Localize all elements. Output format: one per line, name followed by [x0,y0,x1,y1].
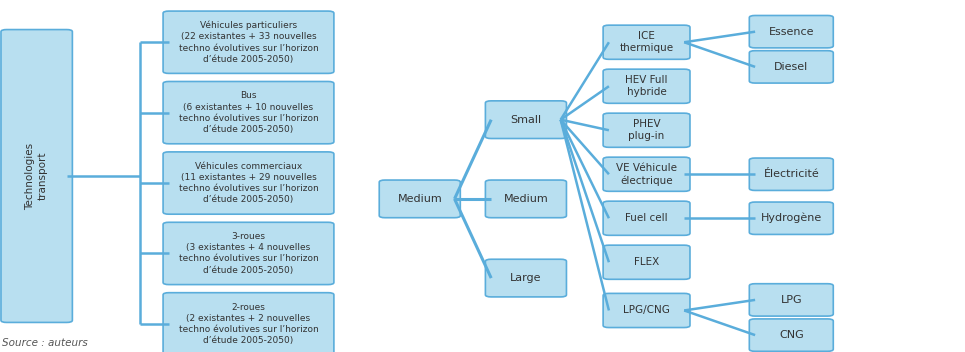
Text: PHEV
plug-in: PHEV plug-in [628,119,665,142]
FancyBboxPatch shape [749,51,833,83]
FancyBboxPatch shape [485,259,566,297]
Text: Bus
(6 existantes + 10 nouvelles
techno évolutives sur l’horizon
d’étude 2005-20: Bus (6 existantes + 10 nouvelles techno … [179,92,318,134]
FancyBboxPatch shape [603,157,690,191]
Text: Technologies
transport: Technologies transport [25,143,48,209]
FancyBboxPatch shape [603,245,690,279]
FancyBboxPatch shape [163,11,334,74]
FancyBboxPatch shape [1,30,72,322]
Text: Medium: Medium [398,194,442,204]
Text: Essence: Essence [768,27,814,37]
Text: ICE
thermique: ICE thermique [620,31,674,54]
Text: CNG: CNG [779,330,804,340]
FancyBboxPatch shape [749,15,833,48]
Text: LPG/CNG: LPG/CNG [623,306,670,315]
FancyBboxPatch shape [163,293,334,352]
Text: Fuel cell: Fuel cell [625,213,668,223]
Text: Hydrogène: Hydrogène [760,213,822,224]
FancyBboxPatch shape [163,81,334,144]
FancyBboxPatch shape [603,113,690,147]
Text: Électricité: Électricité [763,169,819,179]
Text: 3-roues
(3 existantes + 4 nouvelles
techno évolutives sur l’horizon
d’étude 2005: 3-roues (3 existantes + 4 nouvelles tech… [179,232,318,275]
Text: Medium: Medium [504,194,548,204]
Text: HEV Full
hybride: HEV Full hybride [625,75,668,98]
FancyBboxPatch shape [603,25,690,59]
FancyBboxPatch shape [749,284,833,316]
FancyBboxPatch shape [379,180,460,218]
FancyBboxPatch shape [749,158,833,190]
Text: Véhicules commerciaux
(11 existantes + 29 nouvelles
techno évolutives sur l’hori: Véhicules commerciaux (11 existantes + 2… [179,162,318,204]
FancyBboxPatch shape [485,180,566,218]
Text: Small: Small [510,115,541,125]
FancyBboxPatch shape [603,201,690,235]
FancyBboxPatch shape [749,202,833,234]
Text: Véhicules particuliers
(22 existantes + 33 nouvelles
techno évolutives sur l’hor: Véhicules particuliers (22 existantes + … [179,21,318,64]
FancyBboxPatch shape [749,319,833,351]
FancyBboxPatch shape [163,152,334,214]
Text: Large: Large [510,273,541,283]
Text: FLEX: FLEX [634,257,659,267]
Text: 2-roues
(2 existantes + 2 nouvelles
techno évolutives sur l’horizon
d’étude 2005: 2-roues (2 existantes + 2 nouvelles tech… [179,303,318,345]
Text: VE Véhicule
électrique: VE Véhicule électrique [616,163,677,186]
Text: Source : auteurs: Source : auteurs [2,339,88,348]
FancyBboxPatch shape [485,101,566,138]
FancyBboxPatch shape [603,294,690,327]
Text: LPG: LPG [781,295,802,305]
FancyBboxPatch shape [603,69,690,103]
FancyBboxPatch shape [163,222,334,284]
Text: Diesel: Diesel [774,62,809,72]
